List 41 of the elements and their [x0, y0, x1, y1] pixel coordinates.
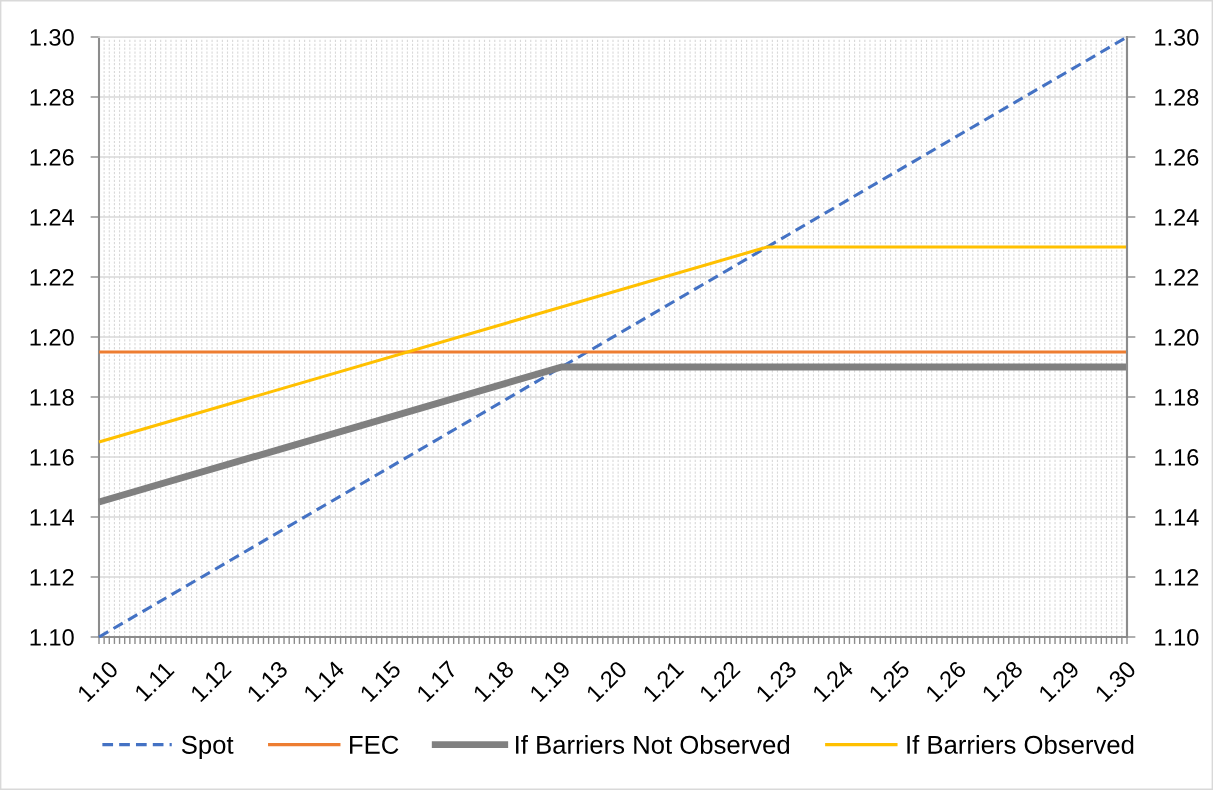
y2-tick-label: 1.30	[1155, 29, 1199, 46]
x-tick-label: 1.24	[811, 659, 855, 703]
legend-label: Spot	[181, 735, 234, 759]
legend-label: FEC	[350, 735, 399, 754]
x-tick-label: 1.23	[755, 659, 798, 703]
y2-tick-label: 1.24	[1155, 209, 1199, 226]
y2-tick-label: 1.18	[1155, 389, 1199, 406]
x-tick-label: 1.26	[924, 659, 968, 703]
x-tick-label: 1.10	[76, 659, 120, 703]
x-tick-label: 1.19	[529, 660, 572, 703]
y2-tick-label: 1.10	[1155, 629, 1199, 646]
x-tick-label: 1.11	[134, 660, 175, 702]
y-tick-label: 1.30	[30, 29, 74, 46]
y-tick-label: 1.10	[30, 629, 74, 646]
y2-tick-label: 1.22	[1155, 269, 1199, 286]
y2-tick-label: 1.16	[1155, 449, 1199, 466]
y2-tick-label: 1.28	[1155, 89, 1199, 106]
x-tick-label: 1.22	[698, 660, 741, 703]
y-tick-label: 1.22	[30, 269, 74, 286]
y-tick-label: 1.14	[30, 509, 75, 526]
y2-tick-label: 1.20	[1155, 329, 1199, 346]
x-tick-label: 1.12	[189, 660, 232, 703]
y-tick-label: 1.12	[30, 569, 74, 586]
y2-tick-label: 1.26	[1155, 149, 1199, 166]
x-tick-label: 1.21	[642, 660, 685, 703]
y2-tick-label: 1.14	[1155, 509, 1199, 526]
x-tick-label: 1.30	[1094, 659, 1137, 703]
y-tick-label: 1.24	[30, 209, 75, 226]
y-tick-label: 1.16	[30, 449, 74, 466]
y-tick-label: 1.28	[30, 89, 74, 106]
x-tick-label: 1.13	[246, 659, 289, 703]
x-tick-label: 1.18	[472, 659, 515, 703]
x-tick-label: 1.29	[1037, 660, 1081, 703]
y2-tick-label: 1.12	[1155, 569, 1199, 586]
y-tick-label: 1.20	[30, 329, 74, 346]
y-tick-label: 1.18	[30, 389, 74, 406]
legend-label: If Barriers Observed	[907, 735, 1134, 754]
legend-label: If Barriers Not Observed	[516, 735, 790, 754]
x-tick-label: 1.20	[585, 659, 628, 703]
x-tick-label: 1.28	[981, 659, 1024, 703]
y-tick-label: 1.26	[30, 149, 74, 166]
